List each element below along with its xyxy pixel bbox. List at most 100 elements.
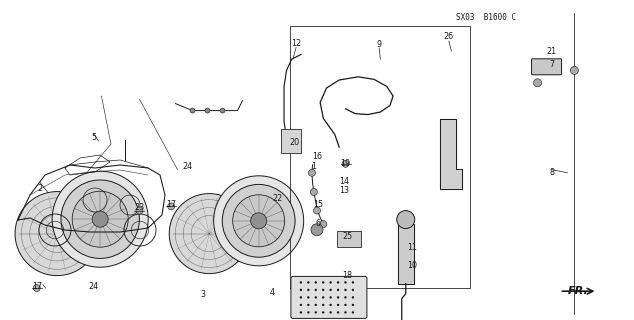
Circle shape: [330, 289, 332, 291]
Text: 10: 10: [407, 261, 417, 270]
Circle shape: [214, 176, 304, 266]
Text: 24: 24: [89, 282, 99, 291]
Text: 16: 16: [312, 152, 322, 161]
FancyBboxPatch shape: [291, 276, 367, 318]
Circle shape: [344, 296, 347, 299]
Circle shape: [330, 311, 332, 314]
Circle shape: [322, 281, 325, 284]
Circle shape: [337, 281, 339, 284]
Circle shape: [571, 66, 578, 74]
Text: 15: 15: [313, 200, 323, 209]
Polygon shape: [398, 224, 414, 284]
Circle shape: [534, 79, 541, 87]
Circle shape: [52, 171, 148, 267]
Text: 12: 12: [291, 39, 301, 48]
Text: 14: 14: [339, 177, 349, 186]
Text: 23: 23: [134, 204, 145, 212]
Circle shape: [250, 213, 267, 229]
Text: 5: 5: [91, 133, 96, 142]
Circle shape: [223, 184, 295, 257]
Circle shape: [352, 304, 354, 306]
Circle shape: [61, 180, 139, 259]
Circle shape: [300, 304, 302, 306]
Circle shape: [92, 211, 108, 227]
Text: 25: 25: [342, 232, 353, 241]
Circle shape: [344, 281, 347, 284]
Circle shape: [307, 289, 309, 291]
Circle shape: [314, 304, 317, 306]
Circle shape: [320, 220, 327, 228]
Text: 20: 20: [290, 138, 300, 147]
Circle shape: [352, 311, 354, 314]
Circle shape: [337, 311, 339, 314]
FancyBboxPatch shape: [337, 231, 361, 247]
Circle shape: [308, 169, 316, 176]
Text: 7: 7: [549, 60, 554, 68]
Text: SX03  B1600 C: SX03 B1600 C: [456, 13, 517, 22]
Text: 13: 13: [339, 186, 349, 195]
Text: 3: 3: [200, 290, 205, 299]
Circle shape: [310, 188, 318, 196]
Text: 17: 17: [32, 282, 42, 291]
Circle shape: [205, 108, 210, 113]
Circle shape: [337, 296, 339, 299]
Circle shape: [220, 108, 225, 113]
Polygon shape: [440, 119, 462, 189]
Text: 21: 21: [547, 47, 557, 56]
Circle shape: [307, 281, 309, 284]
Text: 17: 17: [166, 200, 176, 209]
Text: 4: 4: [270, 288, 275, 297]
Circle shape: [167, 203, 175, 210]
Circle shape: [300, 289, 302, 291]
Text: 26: 26: [444, 32, 454, 41]
Text: 9: 9: [377, 40, 382, 49]
Circle shape: [352, 281, 354, 284]
Text: 8: 8: [549, 168, 554, 177]
Circle shape: [300, 281, 302, 284]
Circle shape: [314, 281, 317, 284]
FancyBboxPatch shape: [531, 59, 562, 75]
Circle shape: [15, 192, 99, 276]
Circle shape: [300, 296, 302, 299]
Circle shape: [233, 195, 285, 247]
Circle shape: [352, 289, 354, 291]
Circle shape: [352, 296, 354, 299]
FancyBboxPatch shape: [281, 129, 302, 153]
Circle shape: [344, 304, 347, 306]
Circle shape: [313, 207, 321, 214]
Circle shape: [311, 224, 323, 236]
Circle shape: [314, 289, 317, 291]
Circle shape: [397, 211, 415, 228]
Circle shape: [300, 311, 302, 314]
Text: 2: 2: [37, 184, 42, 193]
Circle shape: [33, 284, 41, 292]
Circle shape: [344, 289, 347, 291]
Circle shape: [169, 194, 249, 274]
Text: 24: 24: [182, 162, 192, 171]
Circle shape: [322, 289, 325, 291]
Text: FR.: FR.: [567, 286, 588, 296]
Text: 6: 6: [316, 220, 321, 228]
Circle shape: [342, 160, 349, 167]
Circle shape: [322, 296, 325, 299]
Text: 19: 19: [340, 159, 351, 168]
Text: 22: 22: [273, 194, 283, 203]
Circle shape: [337, 304, 339, 306]
Text: 1: 1: [311, 162, 316, 171]
Circle shape: [330, 281, 332, 284]
Circle shape: [314, 311, 317, 314]
Circle shape: [322, 304, 325, 306]
Circle shape: [344, 311, 347, 314]
Text: 18: 18: [342, 271, 353, 280]
Circle shape: [190, 108, 195, 113]
Circle shape: [136, 207, 143, 214]
Circle shape: [322, 311, 325, 314]
Circle shape: [307, 296, 309, 299]
Circle shape: [72, 191, 128, 247]
Circle shape: [337, 289, 339, 291]
Circle shape: [314, 296, 317, 299]
Text: 11: 11: [407, 244, 417, 252]
Circle shape: [307, 311, 309, 314]
Circle shape: [307, 304, 309, 306]
Circle shape: [330, 296, 332, 299]
